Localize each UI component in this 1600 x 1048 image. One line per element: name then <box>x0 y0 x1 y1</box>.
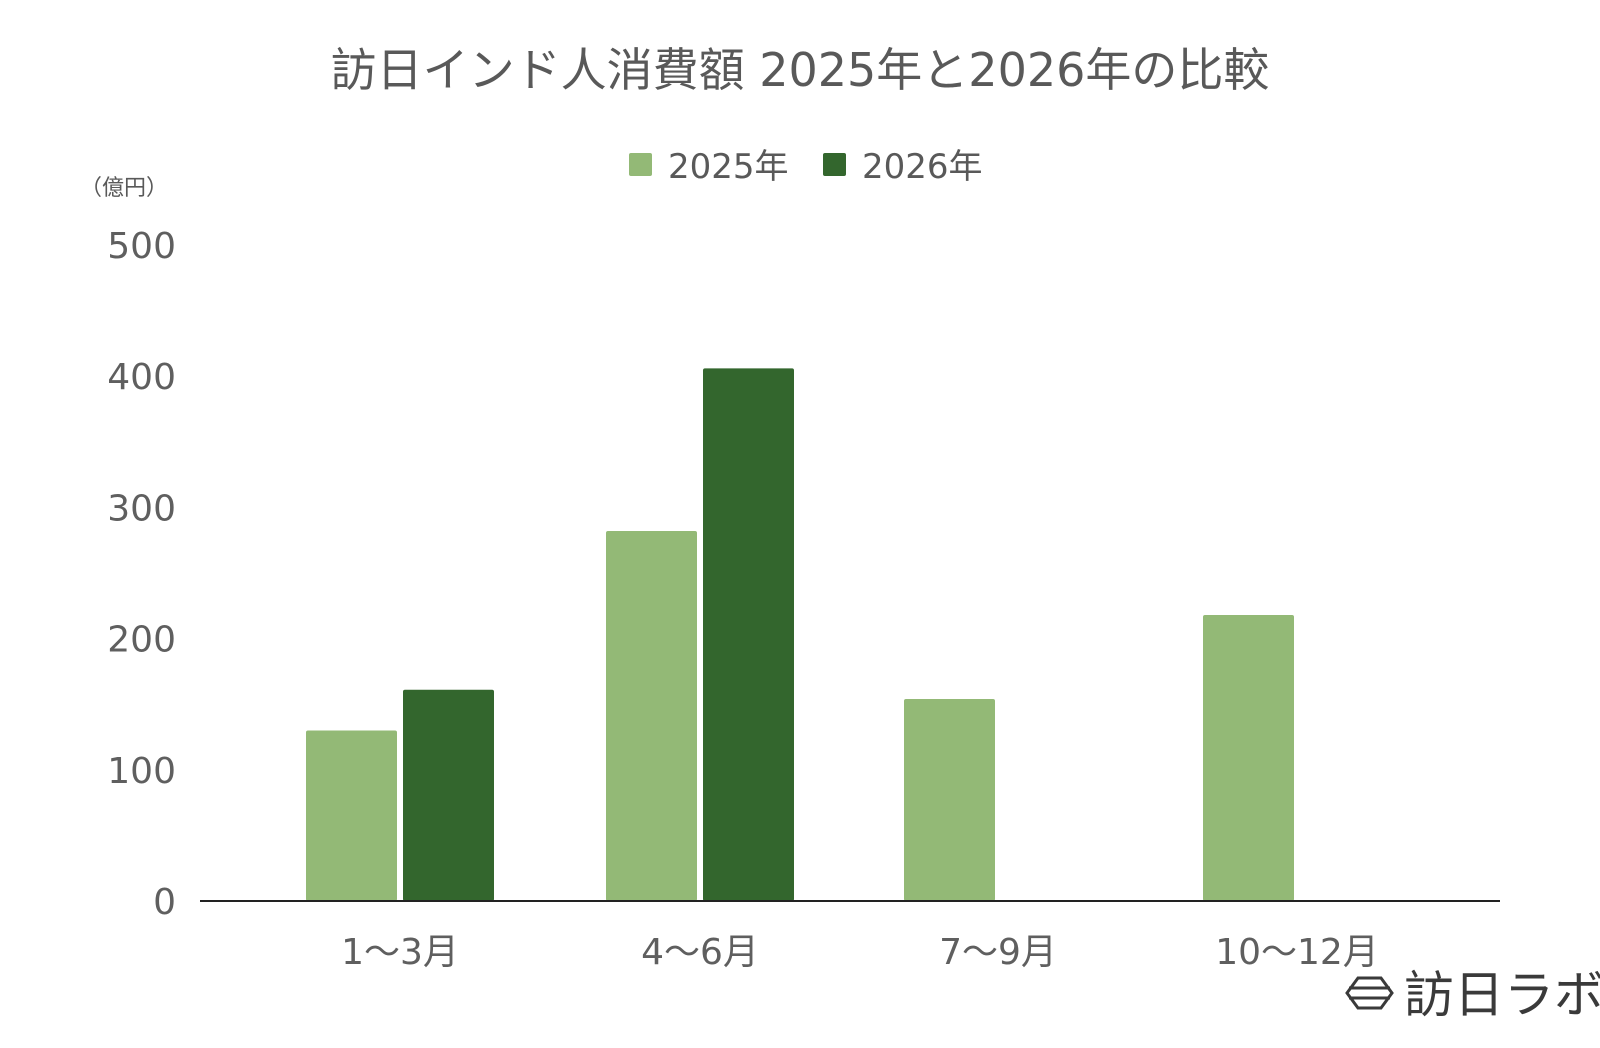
bar-2025-2 <box>904 698 995 901</box>
bar-2025-1 <box>606 531 697 901</box>
legend: 2025年 2026年 <box>629 147 983 187</box>
legend-swatch-2026 <box>823 153 846 176</box>
brand-name: 訪日ラボ <box>1404 966 1600 1024</box>
y-tick-label: 400 <box>107 357 176 398</box>
legend-swatch-2025 <box>629 153 652 176</box>
y-tick-label: 0 <box>153 882 176 923</box>
x-category-label: 7〜9月 <box>939 932 1057 973</box>
bars <box>306 368 1294 901</box>
bar-2025-3 <box>1203 614 1294 901</box>
legend-label-2026: 2026年 <box>862 147 983 187</box>
bar-2026-1 <box>703 368 794 901</box>
x-category-label: 10〜12月 <box>1215 932 1379 973</box>
x-category-label: 4〜6月 <box>641 932 759 973</box>
legend-label-2025: 2025年 <box>668 147 789 187</box>
hexagon-logo-icon <box>1345 976 1394 1010</box>
y-tick-label: 500 <box>107 226 176 267</box>
y-axis-ticks: 0 100 200 300 400 500 <box>107 226 176 923</box>
x-axis-labels: 1〜3月 4〜6月 7〜9月 10〜12月 <box>341 932 1379 973</box>
y-axis-unit: （億円） <box>80 176 168 201</box>
bar-2025-0 <box>306 730 397 901</box>
y-tick-label: 300 <box>107 488 176 529</box>
bar-2026-0 <box>403 689 494 901</box>
y-tick-label: 100 <box>107 751 176 792</box>
brand-logo: 訪日ラボ <box>1345 966 1600 1024</box>
chart-title: 訪日インド人消費額 2025年と2026年の比較 <box>331 43 1270 97</box>
x-category-label: 1〜3月 <box>341 932 459 973</box>
y-tick-label: 200 <box>107 620 176 661</box>
